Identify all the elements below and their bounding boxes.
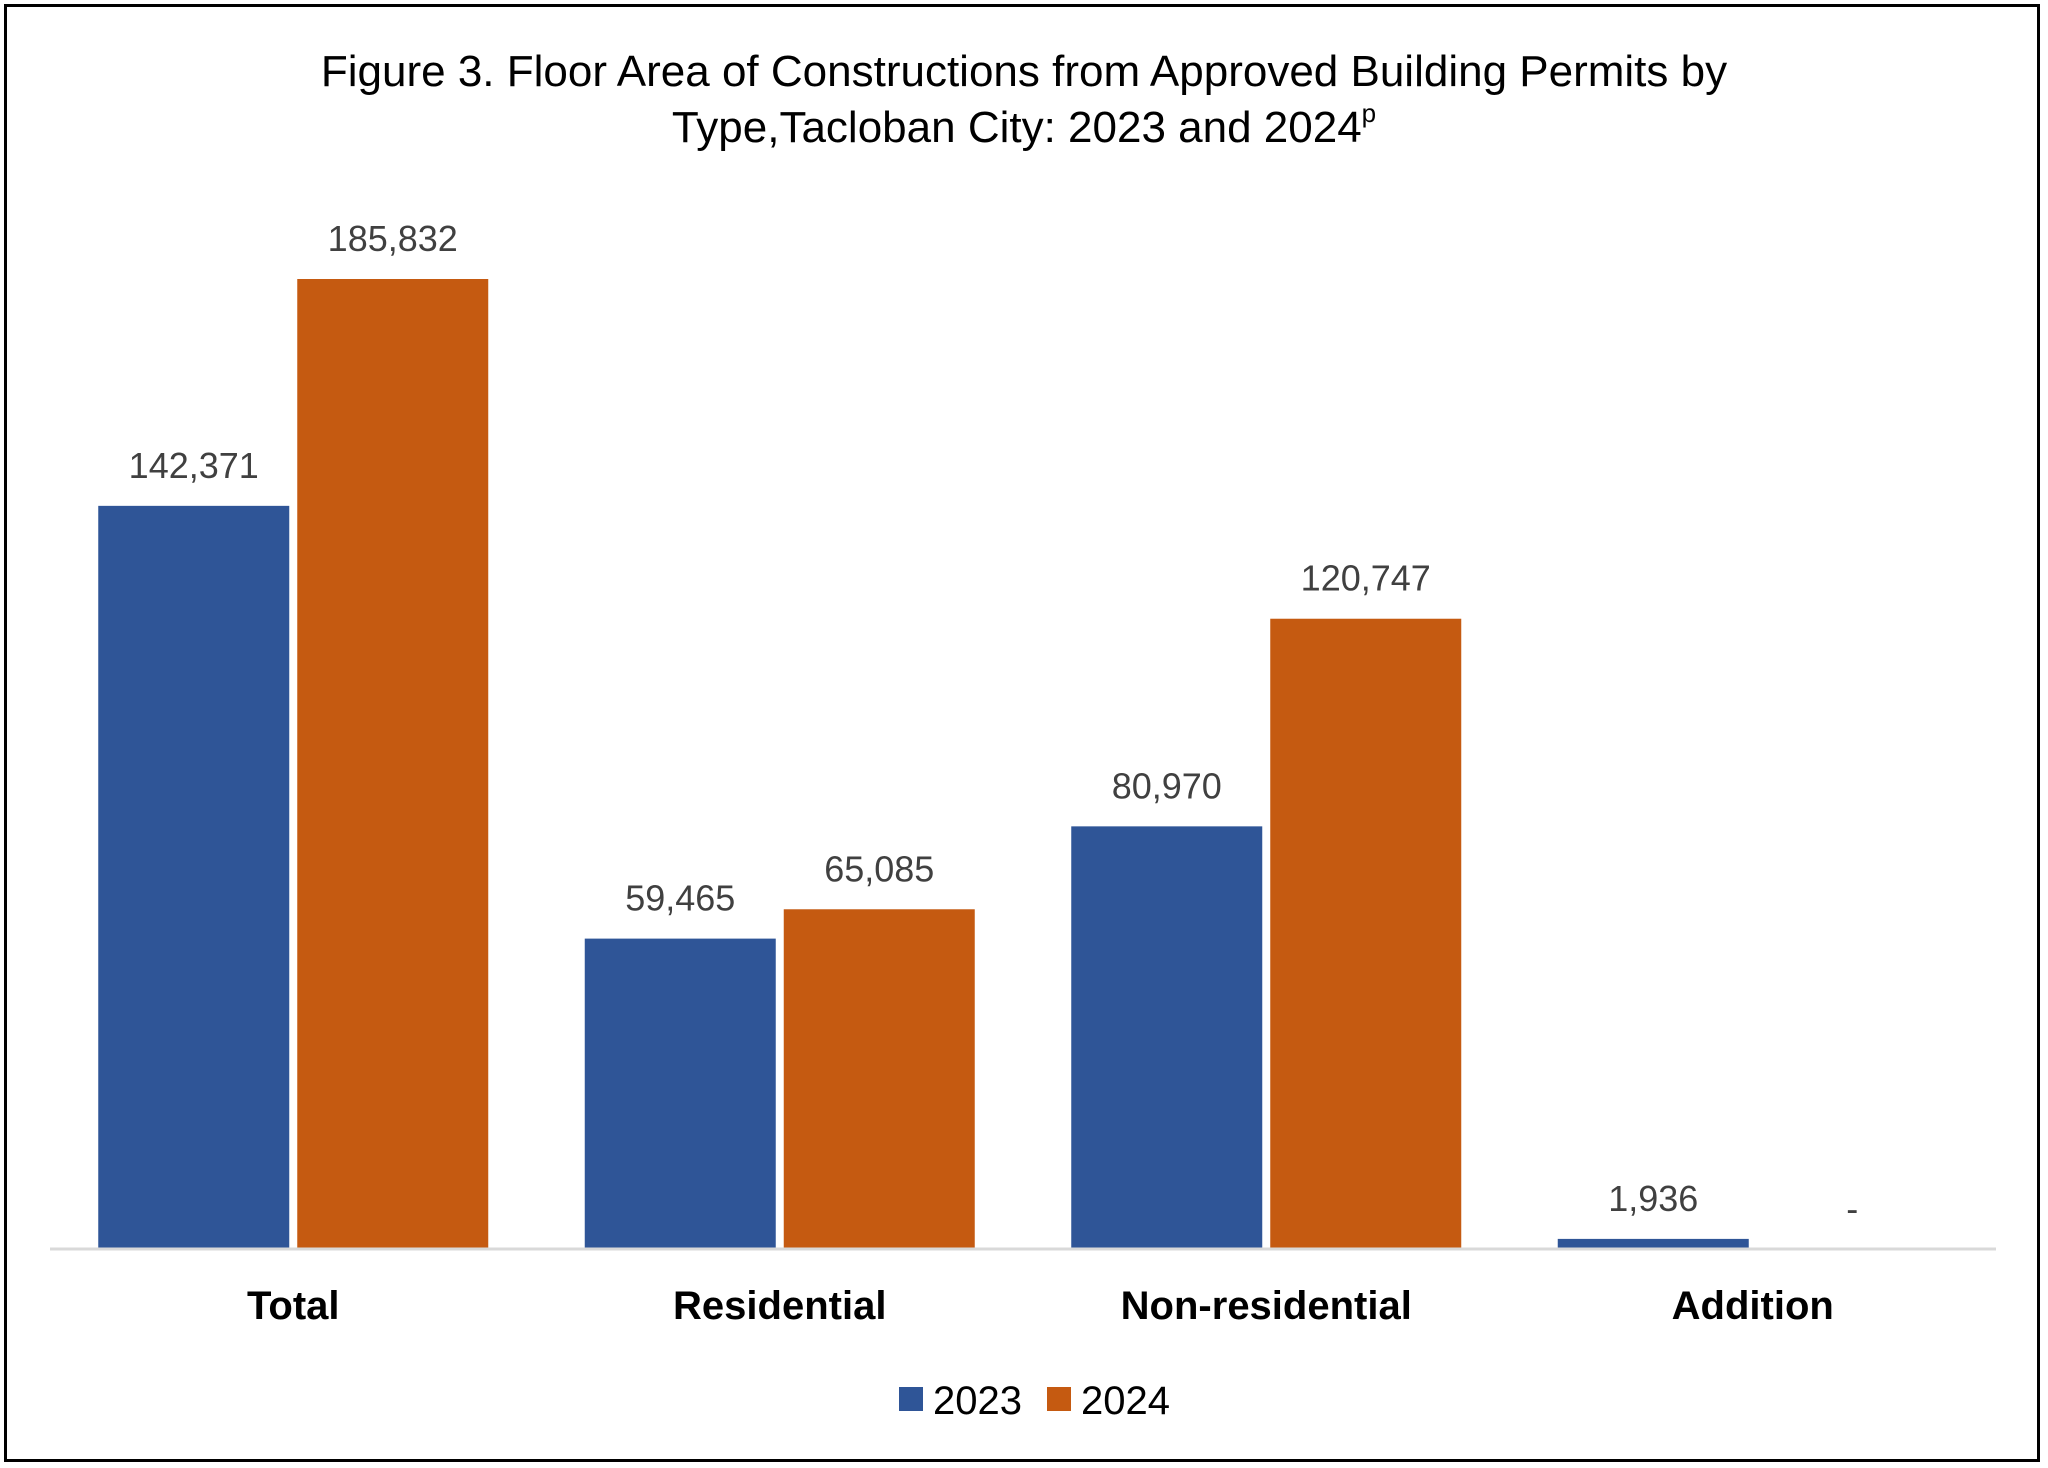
legend-label-2023: 2023 <box>933 1379 1022 1423</box>
category-label-residential: Residential <box>673 1284 886 1328</box>
chart-title-superscript: p <box>1361 98 1377 128</box>
category-labels-group: Total Residential Non-residential Addition <box>247 1284 1834 1328</box>
bar-2023-residential <box>584 938 776 1249</box>
data-label-2024-residential: 65,085 <box>824 848 934 889</box>
data-label-2024-addition: - <box>1846 1188 1858 1229</box>
data-label-2023-residential: 59,465 <box>625 878 735 919</box>
chart-title-line-2-text: Type,Tacloban City: 2023 and 2024 <box>671 103 1362 152</box>
bars-group <box>98 279 1749 1250</box>
legend-swatch-2023 <box>899 1387 923 1411</box>
data-label-2024-total: 185,832 <box>328 218 458 259</box>
bar-2024-non-residential <box>1270 618 1462 1249</box>
data-label-2023-non-residential: 80,970 <box>1112 765 1222 806</box>
bar-2023-non-residential <box>1071 826 1263 1249</box>
bar-2024-residential <box>783 909 975 1249</box>
bar-2023-total <box>98 505 290 1250</box>
chart-title-line-2: Type,Tacloban City: 2023 and 2024p <box>0 100 2048 156</box>
bar-2024-total <box>297 279 489 1249</box>
data-label-2023-total: 142,371 <box>129 445 259 486</box>
value-labels-group: 142,371 185,832 59,465 65,085 80,970 120,747 1… <box>129 218 1859 1229</box>
legend-label-2024: 2024 <box>1081 1379 1170 1423</box>
chart-title-line-1: Figure 3. Floor Area of Constructions fr… <box>320 47 1728 96</box>
category-label-total: Total <box>247 1284 340 1328</box>
legend: 2023 2024 <box>899 1379 1170 1423</box>
category-label-non-residential: Non-residential <box>1121 1284 1412 1328</box>
chart-title: Figure 3. Floor Area of Constructions fr… <box>0 44 2048 156</box>
category-label-addition: Addition <box>1672 1284 1834 1328</box>
data-label-2023-addition: 1,936 <box>1608 1178 1698 1219</box>
legend-swatch-2024 <box>1047 1387 1071 1411</box>
data-label-2024-non-residential: 120,747 <box>1301 558 1431 599</box>
bar-2023-addition <box>1557 1238 1749 1249</box>
